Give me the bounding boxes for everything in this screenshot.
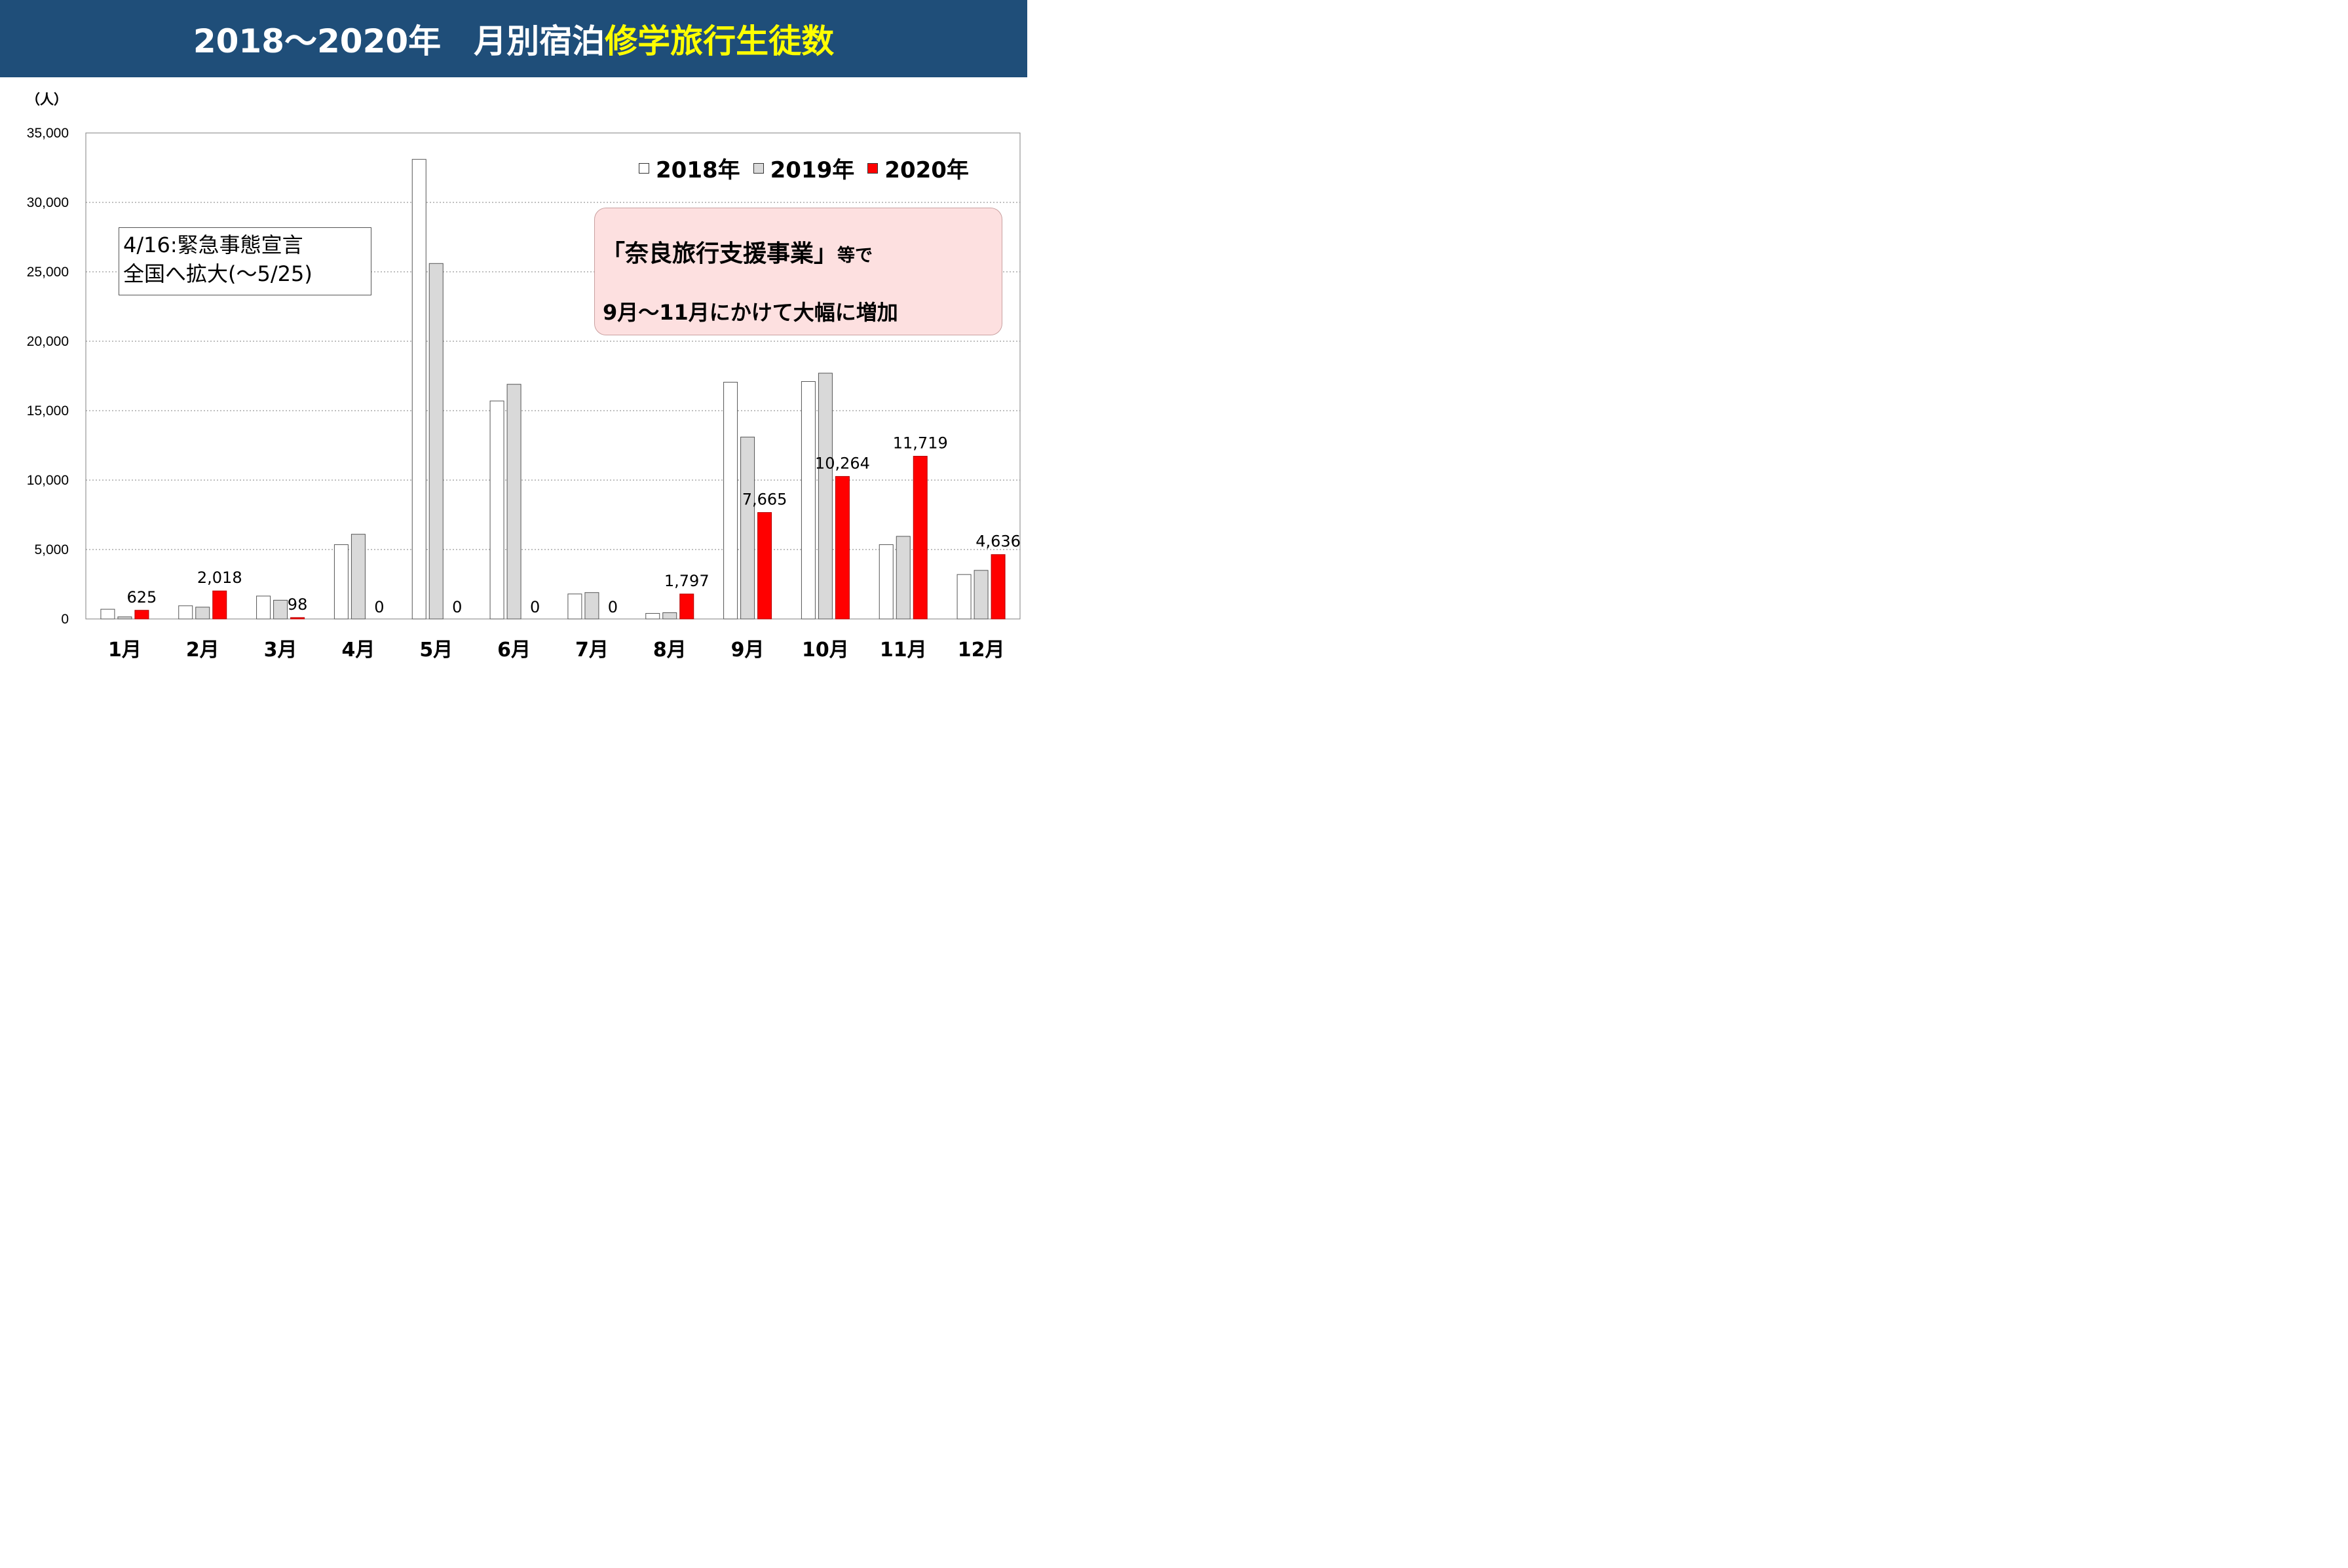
bar-2018年-10月	[801, 381, 816, 620]
x-tick-label: 8月	[653, 639, 687, 662]
note-line2: 全国へ拡大(～5/25)	[123, 261, 312, 286]
bar-2018年-6月	[489, 400, 504, 620]
x-tick-label: 1月	[108, 639, 142, 662]
title-highlight: 修学旅行生徒数	[605, 22, 835, 60]
data-label: 2,018	[197, 569, 242, 587]
legend-item-2018: 2018年	[639, 152, 740, 184]
y-tick-label: 10,000	[27, 473, 69, 488]
x-tick-label: 5月	[419, 639, 453, 662]
y-tick-label: 25,000	[27, 265, 69, 280]
legend-item-2019: 2019年	[753, 152, 855, 184]
callout-suffix-text: 等で	[837, 246, 873, 266]
x-tick-label: 6月	[497, 639, 531, 662]
callout-line2: 9月～11月にかけて大幅に増加	[603, 300, 898, 325]
bar-2019年-6月	[506, 384, 521, 620]
legend-swatch-2020	[867, 162, 879, 174]
data-label: 11,719	[893, 434, 948, 453]
bar-2018年-3月	[256, 595, 271, 620]
y-tick-label: 35,000	[27, 126, 69, 141]
bar-2019年-1月	[117, 616, 132, 620]
legend-label-2020: 2020年	[884, 157, 969, 183]
bar-2018年-2月	[178, 605, 193, 620]
bar-2019年-8月	[662, 612, 677, 620]
callout-main-text: 「奈良旅行支援事業」	[601, 240, 838, 267]
data-label: 0	[530, 598, 540, 616]
legend-item-2020: 2020年	[867, 152, 969, 184]
bar-2018年-1月	[100, 608, 115, 620]
legend-label-2019: 2019年	[770, 157, 855, 183]
bar-2018年-12月	[956, 574, 972, 620]
bar-2019年-3月	[273, 599, 288, 620]
bar-2019年-7月	[584, 592, 599, 620]
title-bar	[0, 0, 1027, 77]
data-label: 0	[608, 598, 618, 616]
legend-swatch-2018	[639, 162, 649, 174]
bar-2018年-7月	[567, 593, 582, 620]
x-tick-label: 11月	[880, 639, 927, 662]
x-tick-label: 10月	[802, 639, 849, 662]
x-tick-label: 7月	[575, 639, 609, 662]
bar-2018年-9月	[723, 382, 738, 620]
bar-2019年-2月	[195, 607, 210, 620]
y-axis-unit-label: （人）	[26, 92, 67, 107]
page-title: 2018～2020年 月別宿泊 修学旅行生徒数	[0, 0, 1027, 77]
x-tick-label: 4月	[341, 639, 375, 662]
bar-2019年-5月	[428, 263, 444, 620]
bar-2020年-8月	[679, 593, 694, 620]
x-tick-label: 9月	[731, 639, 765, 662]
y-tick-label: 20,000	[27, 334, 69, 349]
bar-2018年-4月	[333, 544, 349, 620]
data-label: 1,797	[664, 572, 710, 590]
data-label: 4,636	[975, 532, 1021, 551]
x-tick-label: 12月	[958, 639, 1005, 662]
bar-2019年-4月	[350, 534, 366, 620]
bar-2018年-5月	[411, 159, 426, 620]
legend-swatch-2019	[753, 162, 764, 174]
x-tick-label: 2月	[186, 639, 219, 662]
y-tick-label: 5,000	[34, 542, 69, 557]
y-tick-label: 15,000	[27, 403, 69, 419]
y-tick-label: 0	[61, 612, 69, 627]
bar-2018年-11月	[879, 544, 894, 620]
bar-2019年-9月	[740, 436, 755, 620]
bar-2020年-9月	[757, 512, 772, 620]
emergency-note-box: 4/16:緊急事態宣言 全国へ拡大(～5/25)	[119, 227, 371, 295]
chart-legend: 2018年 2019年 2020年	[639, 152, 982, 184]
title-years: 2018～2020年	[193, 22, 442, 60]
bar-2020年-12月	[991, 554, 1006, 620]
bar-2020年-1月	[134, 610, 149, 620]
note-line1: 4/16:緊急事態宣言	[123, 233, 303, 257]
callout-box: 「奈良旅行支援事業」等で 9月～11月にかけて大幅に増加	[594, 208, 1002, 335]
bar-2020年-2月	[212, 590, 227, 620]
data-label: 0	[452, 598, 462, 616]
data-label: 98	[288, 595, 308, 614]
bar-2020年-10月	[835, 476, 850, 620]
callout-line1: 「奈良旅行支援事業」等で	[601, 234, 873, 269]
data-label: 0	[374, 598, 384, 616]
bar-2020年-3月	[290, 617, 305, 620]
data-label: 625	[127, 588, 157, 607]
bar-2019年-12月	[974, 570, 989, 620]
bar-2020年-11月	[913, 456, 928, 620]
data-label: 10,264	[815, 454, 870, 472]
data-label: 7,665	[742, 491, 787, 509]
bar-2019年-11月	[896, 536, 911, 620]
bar-2019年-10月	[818, 373, 833, 620]
legend-label-2018: 2018年	[656, 157, 740, 183]
x-tick-label: 3月	[264, 639, 297, 662]
y-tick-label: 30,000	[27, 195, 69, 210]
bar-2018年-8月	[645, 613, 660, 620]
title-main: 月別宿泊	[474, 22, 605, 60]
